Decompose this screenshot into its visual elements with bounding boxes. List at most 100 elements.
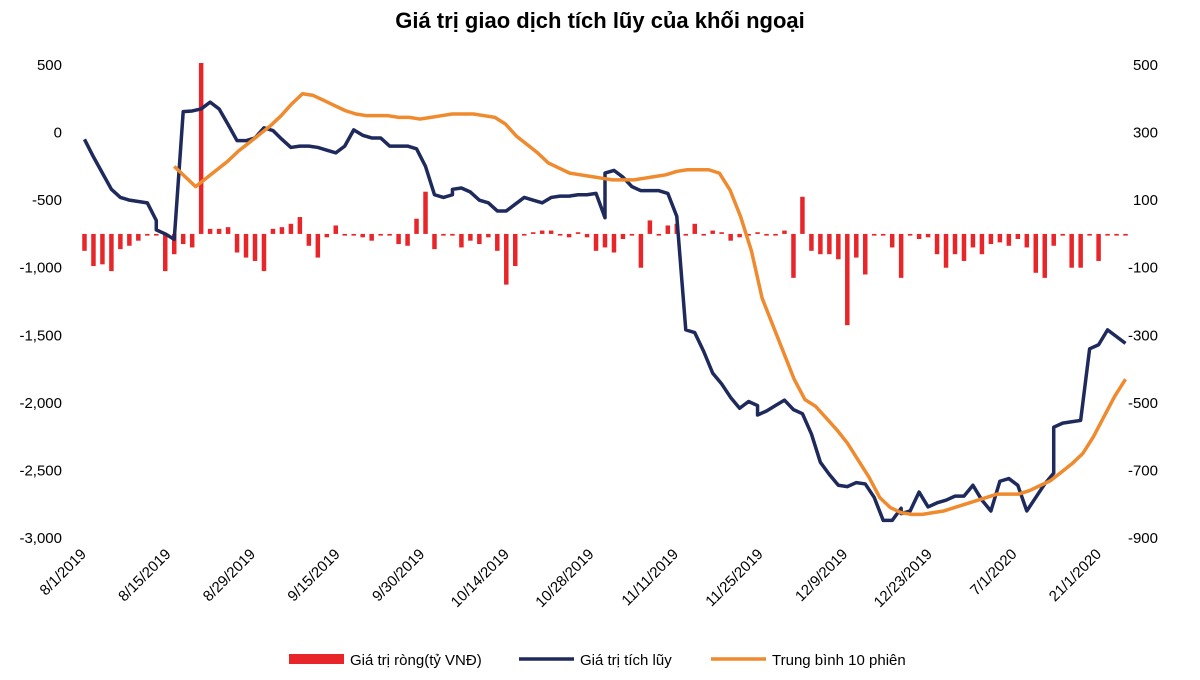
bar: [279, 227, 285, 234]
bar: [898, 233, 904, 278]
bar: [889, 233, 895, 248]
bar: [818, 233, 823, 255]
bar: [252, 233, 258, 261]
right-tick-label: -900: [1128, 530, 1158, 547]
x-tick-label: 8/29/2019: [200, 546, 259, 605]
bar: [916, 233, 922, 239]
bar: [880, 233, 886, 236]
bar: [683, 233, 689, 236]
bar: [297, 217, 303, 234]
bar: [521, 233, 527, 236]
bar: [91, 233, 96, 267]
bar: [746, 233, 751, 236]
bar: [136, 233, 141, 241]
bar: [477, 233, 482, 245]
bars-layer: [82, 63, 1128, 326]
bar: [225, 227, 231, 234]
bar: [387, 233, 392, 236]
bar: [324, 233, 330, 238]
bar: [1114, 233, 1119, 236]
bar: [566, 233, 572, 238]
bar: [270, 228, 276, 234]
bar: [100, 233, 105, 265]
bar: [791, 233, 796, 278]
bar: [459, 233, 464, 248]
bar: [602, 233, 608, 248]
bar: [970, 233, 976, 248]
bar: [656, 233, 662, 236]
bar: [450, 233, 455, 236]
right-tick-label: 500: [1133, 57, 1158, 74]
bar: [261, 233, 267, 272]
bar: [109, 233, 114, 272]
bar: [530, 232, 536, 234]
bar: [180, 233, 186, 245]
bar: [369, 233, 374, 241]
bar: [486, 233, 491, 238]
bar: [719, 232, 724, 234]
bar: [1015, 233, 1021, 239]
x-tick-label: 11/11/2019: [618, 546, 682, 610]
bar: [539, 230, 545, 234]
bar: [925, 233, 931, 238]
bar: [198, 63, 204, 234]
left-tick-label: -2,500: [19, 462, 62, 479]
left-tick-label: -1,500: [19, 327, 62, 344]
bar: [288, 223, 294, 234]
bar: [1060, 233, 1065, 236]
bar: [557, 233, 563, 236]
bar: [432, 233, 437, 250]
bar: [118, 233, 123, 250]
series-line-ma10: [173, 91, 1127, 517]
x-tick-label: 9/15/2019: [284, 546, 343, 605]
bar: [405, 233, 410, 246]
right-tick-label: -100: [1128, 260, 1158, 277]
bar: [755, 232, 760, 234]
bar: [854, 233, 859, 258]
bar: [907, 233, 913, 236]
bar: [943, 233, 949, 268]
bar: [207, 228, 213, 234]
chart-title: Giá trị giao dịch tích lũy của khối ngoạ…: [395, 8, 805, 33]
bar: [351, 233, 356, 236]
x-tick-label: 10/28/2019: [532, 546, 597, 611]
bar: [1078, 233, 1083, 268]
bar: [441, 233, 446, 236]
left-tick-label: -3,000: [19, 530, 62, 547]
bar: [306, 233, 312, 246]
right-tick-label: -300: [1128, 327, 1158, 344]
x-tick-label: 7/1/2020: [967, 546, 1020, 599]
bar: [127, 233, 132, 246]
bar: [863, 233, 868, 275]
bar: [1042, 233, 1047, 278]
bar: [871, 233, 877, 236]
x-tick-label: 12/23/2019: [871, 546, 936, 611]
bar: [611, 233, 617, 253]
legend-swatch-net: [289, 654, 344, 664]
bar: [997, 233, 1003, 243]
x-axis: 8/1/2019 8/15/2019 8/29/2019 9/15/2019 9/30/…: [37, 546, 1106, 611]
bar: [216, 228, 222, 234]
bar: [1033, 233, 1039, 273]
left-tick-label: -2,000: [19, 395, 62, 412]
bar: [1105, 233, 1110, 236]
right-tick-label: -700: [1128, 462, 1158, 479]
bar: [961, 233, 967, 261]
bar: [647, 220, 653, 234]
bar: [1096, 233, 1101, 261]
bar: [504, 233, 509, 285]
bar: [665, 225, 671, 234]
bar: [342, 233, 347, 236]
bar: [1024, 233, 1030, 248]
x-tick-label: 21/1/2020: [1046, 546, 1105, 605]
bar: [952, 233, 958, 255]
bar: [809, 233, 814, 251]
bar: [145, 233, 150, 236]
bar: [189, 233, 195, 248]
bar: [988, 233, 994, 245]
bar: [629, 233, 635, 236]
legend-label-net: Giá trị ròng(tỷ VNĐ): [350, 652, 482, 669]
bar: [836, 233, 841, 260]
bar: [638, 233, 644, 268]
